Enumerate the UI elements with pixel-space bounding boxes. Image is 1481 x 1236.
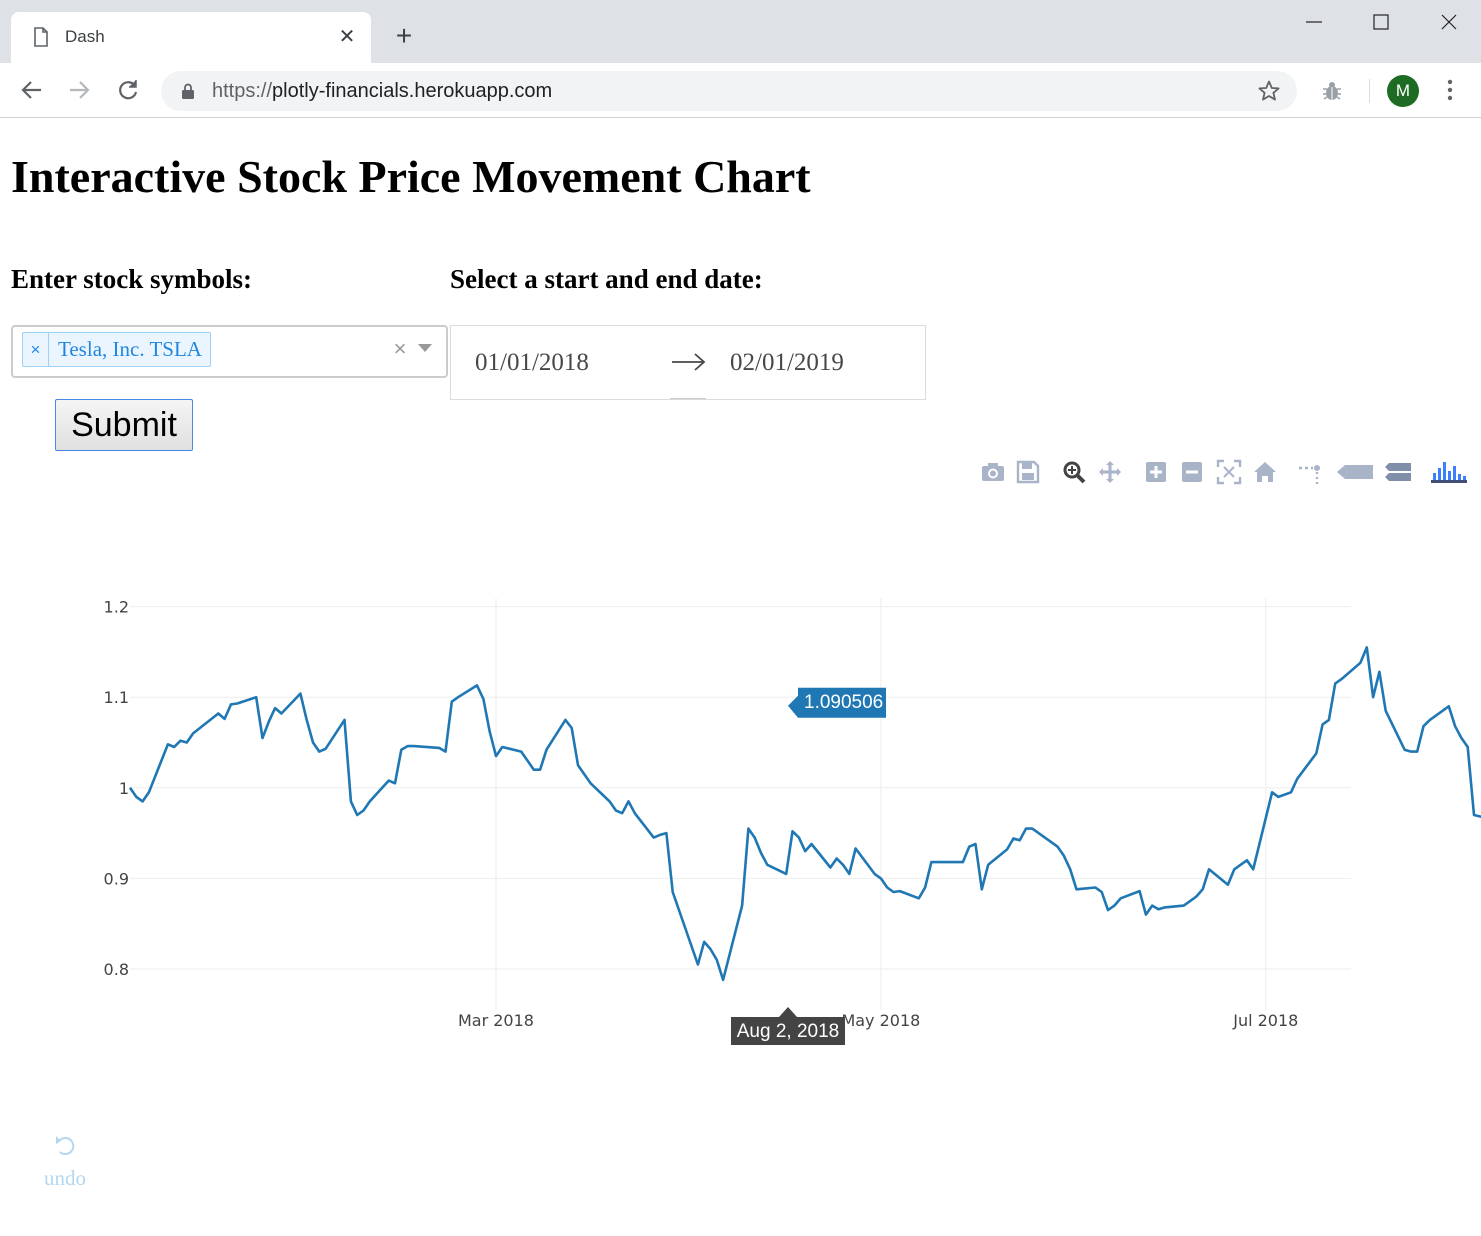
- y-tick-label: 0.8: [104, 960, 129, 979]
- dropdown-arrow-icon[interactable]: [418, 344, 432, 352]
- camera-icon[interactable]: [980, 459, 1006, 485]
- forward-icon[interactable]: [66, 77, 92, 103]
- pan-icon[interactable]: [1097, 459, 1123, 485]
- end-date-input[interactable]: 02/01/2019: [730, 349, 844, 376]
- undo-label: undo: [44, 1166, 86, 1190]
- bug-extension-icon[interactable]: [1320, 79, 1344, 103]
- document-icon: [34, 27, 48, 47]
- hover-x-label: Aug 2, 2018: [737, 1021, 839, 1042]
- x-tick-label: May 2018: [841, 1011, 920, 1030]
- close-window-icon[interactable]: [1437, 10, 1461, 34]
- minimize-icon[interactable]: [1302, 10, 1326, 34]
- zoom-icon[interactable]: [1061, 459, 1087, 485]
- date-range-label: Select a start and end date:: [450, 264, 763, 294]
- start-date-input[interactable]: 01/01/2018: [475, 349, 589, 376]
- lock-icon: [182, 83, 194, 99]
- stock-symbol-select[interactable]: × Tesla, Inc. TSLA ×: [11, 325, 448, 378]
- selected-symbol-label: Tesla, Inc. TSLA: [58, 337, 202, 361]
- bookmark-star-icon[interactable]: [1257, 79, 1281, 103]
- reload-icon[interactable]: [115, 77, 141, 103]
- tab-title: Dash: [65, 27, 105, 46]
- x-tick-label: Mar 2018: [458, 1011, 534, 1030]
- browser-tab-strip: Dash ✕ +: [0, 0, 1481, 63]
- stock-symbols-label: Enter stock symbols:: [11, 264, 253, 294]
- browser-tab[interactable]: Dash ✕: [11, 12, 371, 63]
- url-text: https://plotly-financials.herokuapp.com: [212, 80, 553, 102]
- spike-lines-icon[interactable]: [1297, 459, 1323, 485]
- date-range-picker: 01/01/2018 02/01/2019: [450, 325, 926, 400]
- y-tick-label: 1.2: [104, 598, 129, 617]
- menu-kebab-icon[interactable]: [1440, 77, 1460, 103]
- undo-icon: [56, 1136, 75, 1155]
- tab-close-icon[interactable]: ✕: [338, 26, 356, 48]
- address-bar[interactable]: https://plotly-financials.herokuapp.com: [161, 71, 1297, 111]
- plot-modebar: [975, 456, 1475, 488]
- zoom-in-icon[interactable]: [1143, 459, 1169, 485]
- arrow-right-icon: [672, 353, 706, 371]
- new-tab-icon[interactable]: +: [395, 20, 413, 51]
- undo-button[interactable]: undo: [40, 1132, 94, 1192]
- x-tick-label: Jul 2018: [1232, 1011, 1298, 1030]
- remove-chip-icon[interactable]: ×: [23, 333, 49, 366]
- y-tick-label: 1.1: [104, 688, 129, 707]
- plotly-logo-icon[interactable]: [1429, 459, 1469, 485]
- page-title: Interactive Stock Price Movement Chart: [11, 151, 811, 202]
- maximize-icon[interactable]: [1369, 10, 1393, 34]
- date-focus-underline: [670, 398, 706, 399]
- y-tick-label: 0.9: [104, 869, 129, 888]
- autoscale-icon[interactable]: [1216, 459, 1242, 485]
- submit-button[interactable]: Submit: [55, 399, 193, 451]
- profile-avatar[interactable]: M: [1387, 75, 1419, 107]
- reset-axes-icon[interactable]: [1252, 459, 1278, 485]
- hover-y-box: [788, 687, 886, 718]
- price-line: [128, 646, 1481, 982]
- hover-x-box: [731, 1007, 845, 1045]
- y-tick-label: 1: [119, 779, 129, 798]
- zoom-out-icon[interactable]: [1179, 459, 1205, 485]
- toolbar-separator: [1369, 79, 1370, 103]
- hover-compare-icon[interactable]: [1383, 459, 1413, 485]
- back-icon[interactable]: [19, 77, 45, 103]
- browser-toolbar: https://plotly-financials.herokuapp.com …: [0, 63, 1481, 118]
- selected-symbol-chip: × Tesla, Inc. TSLA: [22, 332, 211, 367]
- hover-y-label: 1.090506: [804, 692, 883, 713]
- hover-closest-icon[interactable]: [1335, 459, 1375, 485]
- clear-selection-icon[interactable]: ×: [393, 336, 407, 361]
- save-icon[interactable]: [1015, 459, 1041, 485]
